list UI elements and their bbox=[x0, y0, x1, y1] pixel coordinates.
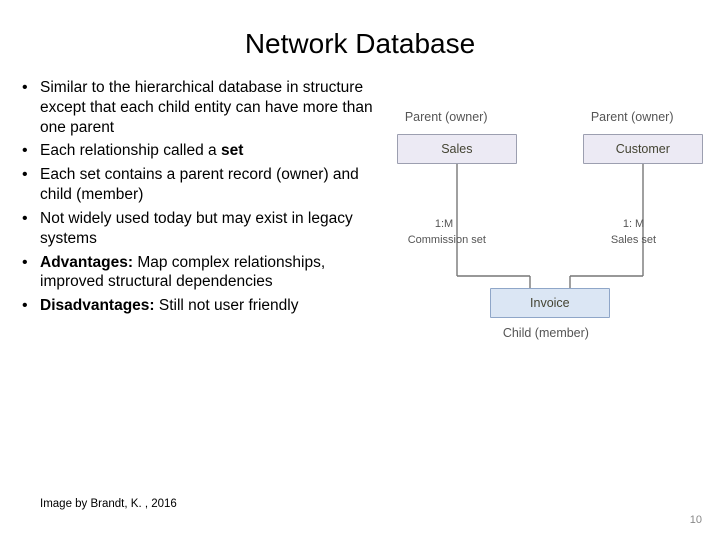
bullet-item: Similar to the hierarchical database in … bbox=[18, 78, 385, 137]
parent-label-right: Parent (owner) bbox=[591, 110, 674, 124]
relation-left-card: 1:M bbox=[435, 218, 453, 230]
content-row: Similar to the hierarchical database in … bbox=[0, 78, 720, 388]
bullet-list: Similar to the hierarchical database in … bbox=[18, 78, 385, 388]
bullet-bold: Advantages: bbox=[40, 254, 133, 271]
bullet-item: Advantages: Map complex relationships, i… bbox=[18, 253, 385, 293]
bullet-item: Not widely used today but may exist in l… bbox=[18, 209, 385, 249]
relation-right-card: 1: M bbox=[623, 218, 644, 230]
node-sales: Sales bbox=[397, 134, 517, 164]
child-label: Child (member) bbox=[503, 326, 589, 340]
bullet-text: Each relationship called a bbox=[40, 142, 221, 159]
image-attribution: Image by Brandt, K. , 2016 bbox=[40, 498, 177, 510]
page-number: 10 bbox=[690, 514, 702, 526]
relation-left-name: Commission set bbox=[407, 234, 487, 247]
bullet-item: Each set contains a parent record (owner… bbox=[18, 165, 385, 205]
bullet-bold: Disadvantages: bbox=[40, 297, 155, 314]
bullet-text: Similar to the hierarchical database in … bbox=[40, 79, 373, 136]
slide-title: Network Database bbox=[0, 0, 720, 78]
bullet-bold: set bbox=[221, 142, 243, 159]
bullet-item: Each relationship called a set bbox=[18, 141, 385, 161]
bullet-item: Disadvantages: Still not user friendly bbox=[18, 296, 385, 316]
bullet-text: Each set contains a parent record (owner… bbox=[40, 166, 359, 203]
node-customer: Customer bbox=[583, 134, 703, 164]
edge-lines bbox=[385, 78, 715, 388]
bullet-text: Still not user friendly bbox=[155, 297, 299, 314]
relation-right-name: Sales set bbox=[611, 234, 656, 246]
bullet-text: Not widely used today but may exist in l… bbox=[40, 210, 353, 247]
node-invoice: Invoice bbox=[490, 288, 610, 318]
parent-label-left: Parent (owner) bbox=[405, 110, 488, 124]
network-diagram: Parent (owner) Parent (owner) Sales Cust… bbox=[385, 78, 712, 388]
